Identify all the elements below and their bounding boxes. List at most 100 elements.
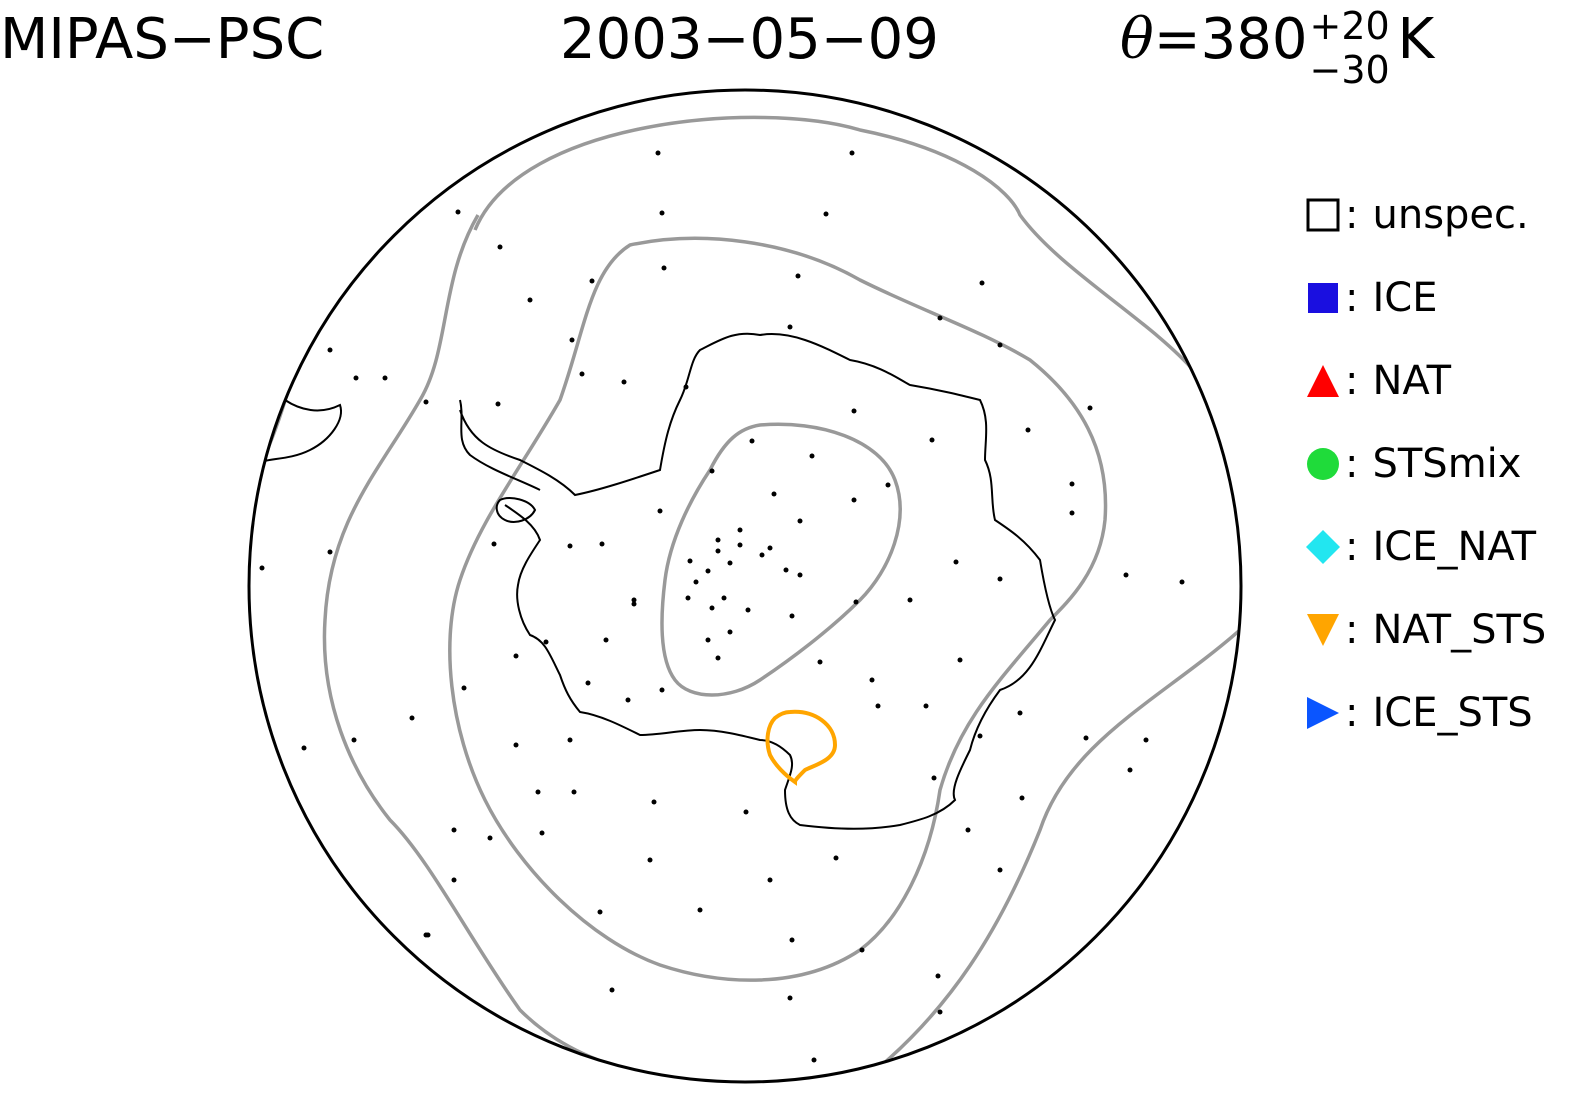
observation-dot	[997, 867, 1003, 873]
legend-item: : unspec.	[1305, 190, 1529, 240]
observation-dot	[817, 659, 823, 665]
observation-dot	[709, 468, 715, 474]
observation-dot	[685, 595, 691, 601]
observation-dot	[783, 567, 789, 573]
map-boundary	[247, 88, 1243, 1084]
observation-dot	[875, 703, 881, 709]
observation-dot	[935, 973, 941, 979]
legend-colon: :	[1345, 275, 1359, 321]
observation-dot	[683, 384, 689, 390]
observation-dot	[597, 909, 603, 915]
observation-dot	[1179, 579, 1185, 585]
observation-dot	[789, 937, 795, 943]
theta-value: =380	[1153, 7, 1308, 72]
observation-dot	[539, 830, 545, 836]
observation-dot	[997, 342, 1003, 348]
observation-dot	[491, 541, 497, 547]
observation-dot	[1017, 710, 1023, 716]
observation-dot	[715, 655, 721, 661]
title-instrument: MIPAS−PSC	[0, 7, 325, 72]
title-theta: θ=380 +20 −30 K	[1120, 4, 1435, 92]
observation-dot	[487, 835, 493, 841]
contour-ring-inner	[660, 422, 902, 697]
observation-dot	[647, 857, 653, 863]
theta-unit: K	[1397, 7, 1435, 72]
observation-dot	[661, 265, 667, 271]
legend-colon: :	[1345, 192, 1359, 238]
observation-dot	[327, 347, 333, 353]
legend-colon: :	[1345, 690, 1359, 736]
observation-dot	[497, 244, 503, 250]
observation-dot	[1069, 510, 1075, 516]
observation-dot	[451, 877, 457, 883]
contour-ring-3	[448, 236, 1108, 982]
observation-dot	[495, 401, 501, 407]
observation-dot	[767, 545, 773, 551]
observation-dot	[693, 579, 699, 585]
observation-dot	[1127, 767, 1133, 773]
observation-dot	[749, 438, 755, 444]
observation-dot	[659, 687, 665, 693]
observation-dot	[965, 827, 971, 833]
observation-dot	[382, 375, 388, 381]
contour-outer	[263, 115, 1241, 1077]
triangle-right-icon	[1305, 695, 1341, 731]
observation-dot	[423, 399, 429, 405]
legend-label: NAT	[1372, 358, 1452, 404]
observation-dot	[853, 599, 859, 605]
observation-dot	[301, 745, 307, 751]
observation-dot	[789, 613, 795, 619]
observation-dot	[513, 653, 519, 659]
observation-dot	[851, 408, 857, 414]
observation-dot	[655, 150, 661, 156]
observation-dot	[631, 601, 637, 607]
observation-dot	[625, 697, 631, 703]
theta-range: +20 −30	[1308, 4, 1390, 92]
observation-dot	[567, 737, 573, 743]
legend-label: ICE	[1372, 275, 1438, 321]
antarctic-peninsula	[459, 399, 541, 491]
legend-item: : ICE_STS	[1305, 688, 1533, 738]
legend-label: unspec.	[1372, 192, 1529, 238]
title-date: 2003−05−09	[560, 7, 939, 72]
observation-dot	[599, 541, 605, 547]
observation-dot	[957, 657, 963, 663]
observation-dot	[929, 437, 935, 443]
observation-dot	[567, 543, 573, 549]
observation-dot	[585, 680, 591, 686]
observation-dot	[569, 337, 575, 343]
legend-colon: :	[1345, 441, 1359, 487]
observation-dot	[907, 597, 913, 603]
observation-dot	[1083, 735, 1089, 741]
legend-colon: :	[1345, 524, 1359, 570]
observation-dot	[409, 715, 415, 721]
observation-dot	[869, 677, 875, 683]
theta-sub: −30	[1309, 48, 1390, 92]
observation-dot	[1087, 405, 1093, 411]
observation-dot	[771, 491, 777, 497]
observation-dot	[715, 537, 721, 543]
observation-dot	[351, 737, 357, 743]
observation-dot	[767, 877, 773, 883]
observation-dot	[727, 629, 733, 635]
observation-dot	[513, 742, 519, 748]
observation-dot	[1025, 427, 1031, 433]
observation-dot	[579, 371, 585, 377]
legend-item: : STSmix	[1305, 439, 1521, 489]
observation-dot	[727, 560, 733, 566]
observation-dot	[353, 375, 359, 381]
observation-dot	[259, 565, 265, 571]
observation-dot	[833, 855, 839, 861]
observation-dot	[657, 508, 663, 514]
observation-dot	[451, 827, 457, 833]
observation-dot	[737, 542, 743, 548]
observation-dot	[327, 549, 333, 555]
legend-colon: :	[1345, 607, 1359, 653]
observation-dot	[543, 639, 549, 645]
observation-dot	[851, 497, 857, 503]
observation-dot	[1019, 795, 1025, 801]
observation-dot	[651, 799, 657, 805]
observation-dot	[527, 297, 533, 303]
legend-item: : NAT	[1305, 356, 1451, 406]
